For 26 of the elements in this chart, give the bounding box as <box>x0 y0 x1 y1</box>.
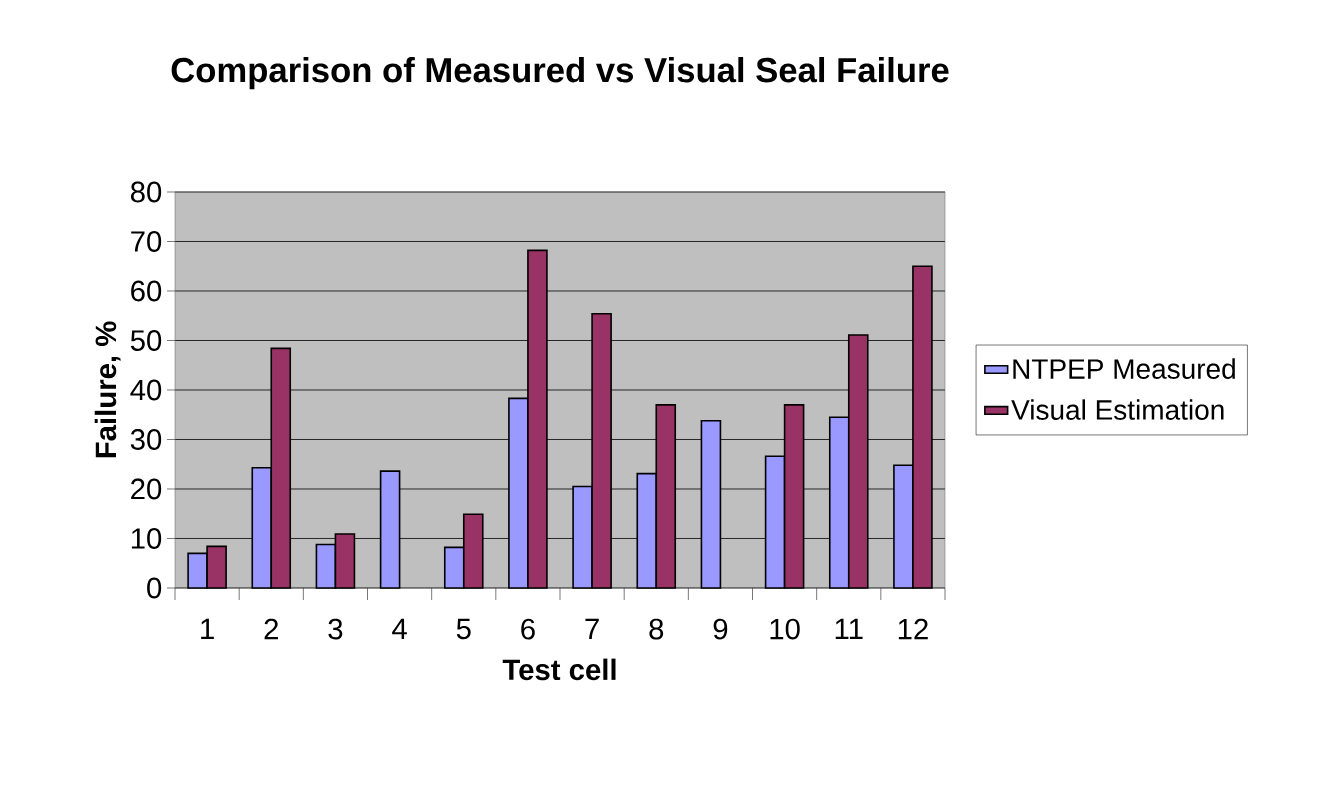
y-tick-label: 70 <box>131 231 162 252</box>
y-tick-label: 80 <box>130 181 162 203</box>
y-tick-label: 30 <box>130 429 162 450</box>
y-tick-label: 20 <box>131 478 162 500</box>
x-tick-label: 5 <box>456 618 471 640</box>
y-tick-label: 0 <box>147 577 162 599</box>
x-tick-label: 10 <box>770 618 800 640</box>
x-tick-label: 12 <box>898 618 928 640</box>
chart-title: Comparison of Measured vs Visual Seal Failure <box>171 56 949 90</box>
x-tick-label: 6 <box>521 618 535 640</box>
x-tick-label: 9 <box>713 618 728 640</box>
x-tick-label: 1 <box>201 618 214 639</box>
x-tick-label: 11 <box>835 618 863 639</box>
y-tick-label: 60 <box>131 280 162 302</box>
legend-label: Visual Estimation <box>1011 399 1224 420</box>
y-tick-label: 10 <box>131 528 162 549</box>
y-axis-title: Failure, % <box>94 321 121 458</box>
x-tick-label: 2 <box>264 618 278 640</box>
legend-label: NTPEP Measured <box>1013 358 1235 379</box>
y-tick-label: 40 <box>130 379 162 401</box>
x-tick-label: 7 <box>585 618 599 639</box>
x-tick-label: 3 <box>328 618 343 640</box>
y-tick-label: 50 <box>130 330 162 351</box>
x-axis-title: Test cell <box>502 658 616 681</box>
x-tick-label: 8 <box>649 618 664 640</box>
x-tick-label: 4 <box>392 618 407 639</box>
